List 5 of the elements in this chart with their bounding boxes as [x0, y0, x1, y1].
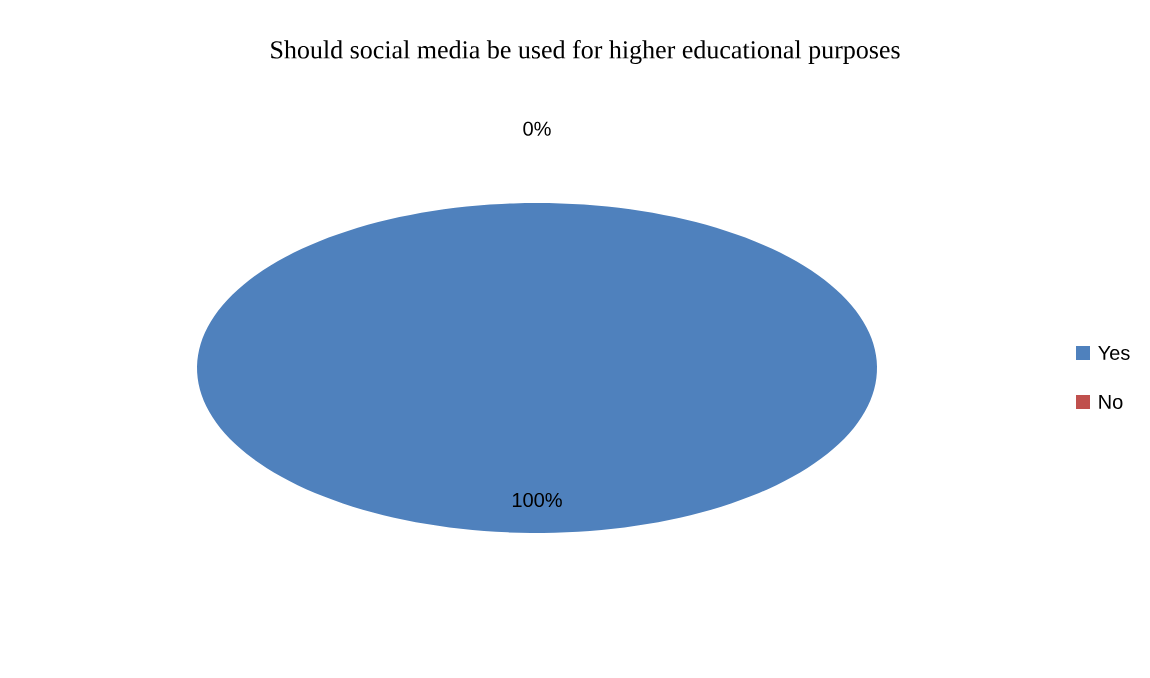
- chart-title: Should social media be used for higher educational purposes: [271, 40, 900, 64]
- legend-label: Yes: [1098, 346, 1130, 360]
- data-label: 100%: [512, 492, 562, 508]
- legend-label: No: [1099, 395, 1123, 409]
- text: 0%: [523, 121, 551, 136]
